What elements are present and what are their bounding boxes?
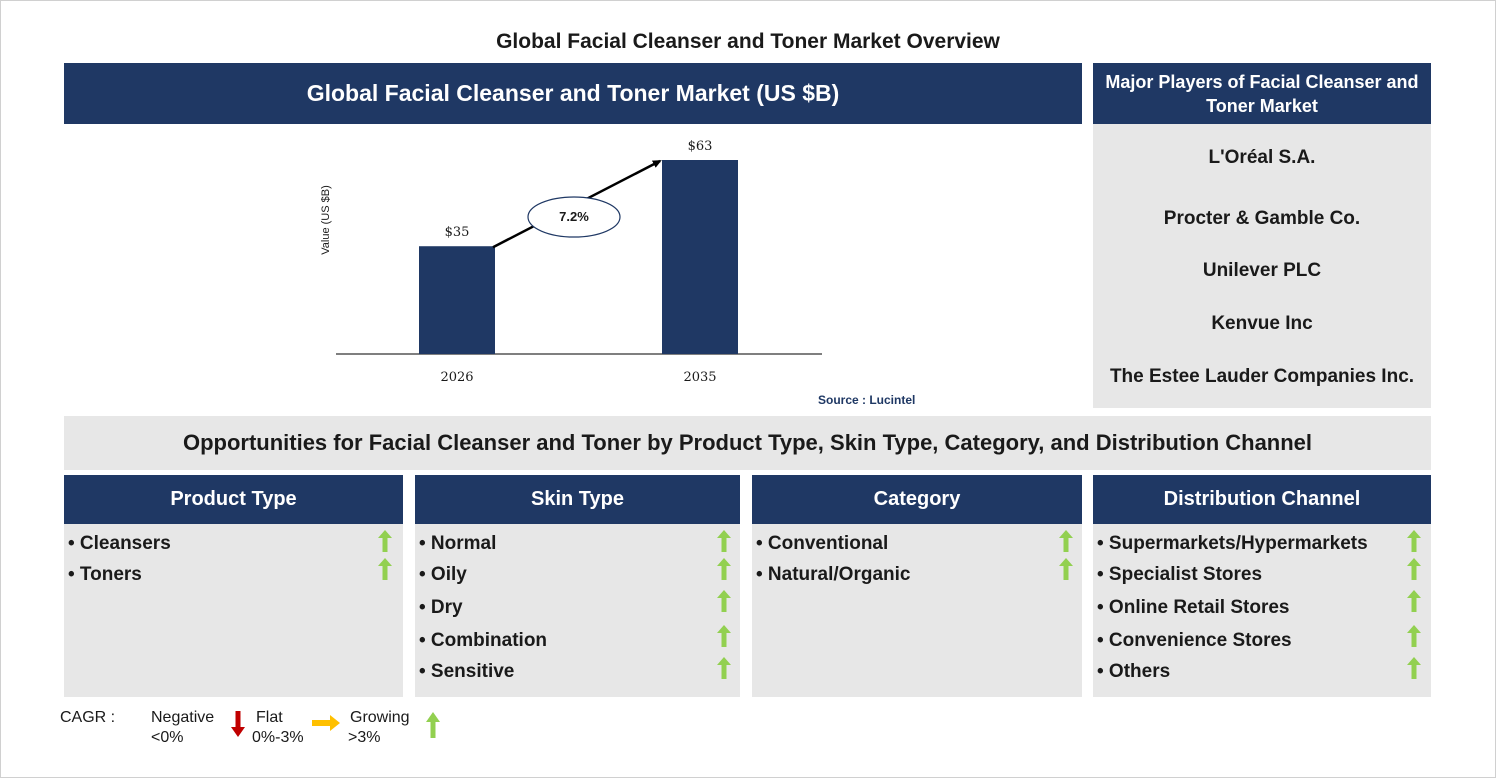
- segment-item: • Toners: [68, 564, 142, 585]
- legend-flat-name: Flat: [256, 709, 283, 726]
- segment-body-distribution-channel: • Supermarkets/Hypermarkets • Specialist…: [1093, 524, 1431, 697]
- segment-item: • Conventional: [756, 533, 889, 554]
- growing-arrow-icon: [378, 530, 392, 552]
- legend-negative-range: <0%: [151, 729, 184, 746]
- source-note: Source : Lucintel: [818, 393, 916, 407]
- growing-arrow-icon: [1407, 625, 1421, 647]
- segment-item: • Supermarkets/Hypermarkets: [1097, 533, 1368, 554]
- legend-flat-range: 0%-3%: [252, 729, 304, 746]
- player-item: Procter & Gamble Co.: [1163, 208, 1361, 229]
- bar-2035: [662, 160, 738, 354]
- legend-growing-name: Growing: [350, 709, 410, 726]
- segment-item: • Oily: [419, 564, 467, 585]
- growing-arrow-icon: [1407, 590, 1421, 612]
- segment-header-product-type: Product Type: [64, 475, 403, 524]
- legend-cagr-label: CAGR :: [60, 709, 116, 726]
- segment-body-category: • Conventional • Natural/Organic: [752, 524, 1082, 697]
- growing-arrow-icon: [717, 530, 731, 552]
- x-tick-label: 2035: [683, 370, 716, 385]
- segment-item: • Natural/Organic: [756, 564, 911, 585]
- page-title: Global Facial Cleanser and Toner Market …: [496, 30, 1000, 53]
- segment-header-category: Category: [752, 475, 1082, 524]
- segment-item: • Dry: [419, 597, 463, 618]
- segment-item: • Convenience Stores: [1097, 630, 1292, 651]
- segment-item: • Cleansers: [68, 533, 171, 554]
- segment-item: • Combination: [419, 630, 548, 651]
- opportunities-banner: Opportunities for Facial Cleanser and To…: [64, 416, 1431, 470]
- growing-arrow-icon: [426, 712, 440, 738]
- segment-header-distribution-channel: Distribution Channel: [1093, 475, 1431, 524]
- players-list: L'Oréal S.A. Procter & Gamble Co. Unilev…: [1093, 124, 1431, 408]
- players-header: Major Players of Facial Cleanser and Ton…: [1093, 63, 1431, 124]
- segment-item: • Normal: [419, 533, 497, 554]
- player-item: The Estee Lauder Companies Inc.: [1109, 366, 1415, 387]
- growing-arrow-icon: [1059, 530, 1073, 552]
- player-item: Unilever PLC: [1202, 260, 1322, 281]
- market-bar-chart: Value (US $B) $35 2026 $63 2035 7.2%: [320, 139, 822, 385]
- growing-arrow-icon: [717, 558, 731, 580]
- segment-header-skin-type: Skin Type: [415, 475, 740, 524]
- chart-header: Global Facial Cleanser and Toner Market …: [64, 63, 1082, 124]
- flat-arrow-icon: [312, 715, 340, 731]
- cagr-label: 7.2%: [559, 209, 589, 224]
- growing-arrow-icon: [1407, 558, 1421, 580]
- negative-arrow-icon: [231, 711, 245, 737]
- legend-growing-range: >3%: [348, 729, 381, 746]
- data-label: $35: [445, 225, 470, 240]
- data-label: $63: [688, 139, 713, 154]
- growing-arrow-icon: [717, 625, 731, 647]
- segment-item: • Others: [1097, 661, 1171, 682]
- segment-item: • Online Retail Stores: [1097, 597, 1290, 618]
- segment-body-product-type: • Cleansers • Toners: [64, 524, 403, 697]
- segment-item: • Specialist Stores: [1097, 564, 1263, 585]
- segment-body-skin-type: • Normal • Oily • Dry • Combination • Se…: [415, 524, 740, 697]
- cagr-ellipse: [527, 196, 621, 238]
- y-axis-label: Value (US $B): [320, 185, 332, 255]
- player-item: L'Oréal S.A.: [1208, 147, 1316, 168]
- growing-arrow-icon: [378, 558, 392, 580]
- growing-arrow-icon: [717, 590, 731, 612]
- growing-arrow-icon: [1407, 657, 1421, 679]
- segment-item: • Sensitive: [419, 661, 515, 682]
- growing-arrow-icon: [1407, 530, 1421, 552]
- legend-negative-name: Negative: [151, 709, 215, 726]
- growing-arrow-icon: [1059, 558, 1073, 580]
- x-tick-label: 2026: [440, 370, 473, 385]
- growing-arrow-icon: [717, 657, 731, 679]
- bar-2026: [419, 246, 495, 354]
- player-item: Kenvue Inc: [1211, 313, 1313, 334]
